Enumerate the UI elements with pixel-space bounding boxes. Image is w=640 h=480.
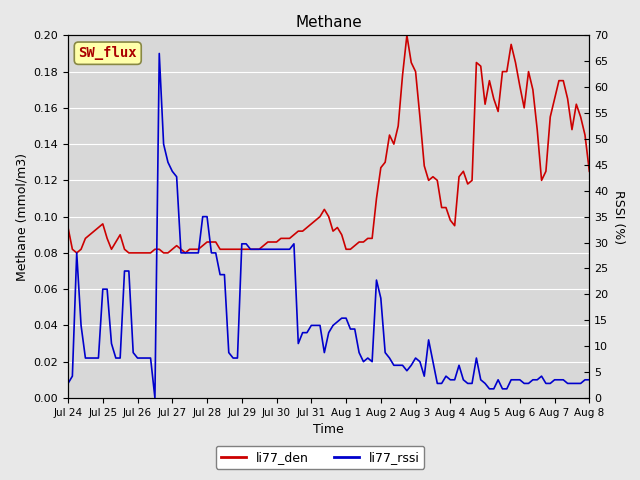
li77_rssi xyxy=(151,395,159,401)
li77_rssi xyxy=(195,250,202,256)
li77_rssi xyxy=(559,377,567,383)
li77_den xyxy=(290,232,298,238)
X-axis label: Time: Time xyxy=(314,423,344,436)
Legend: li77_den, li77_rssi: li77_den, li77_rssi xyxy=(216,446,424,469)
li77_den xyxy=(586,168,593,174)
li77_den xyxy=(403,33,411,38)
Title: Methane: Methane xyxy=(295,15,362,30)
li77_rssi xyxy=(156,50,163,56)
li77_rssi xyxy=(425,337,433,343)
li77_den xyxy=(64,225,72,230)
li77_rssi xyxy=(399,362,406,368)
li77_rssi xyxy=(294,341,302,347)
Y-axis label: RSSI (%): RSSI (%) xyxy=(612,190,625,244)
li77_den xyxy=(559,78,567,84)
li77_rssi xyxy=(116,355,124,361)
li77_den xyxy=(190,246,198,252)
li77_den xyxy=(73,250,81,256)
Line: li77_den: li77_den xyxy=(68,36,589,253)
li77_den xyxy=(121,246,129,252)
li77_rssi xyxy=(64,381,72,386)
Text: SW_flux: SW_flux xyxy=(79,46,137,60)
li77_den xyxy=(394,123,402,129)
li77_den xyxy=(425,178,433,183)
Line: li77_rssi: li77_rssi xyxy=(68,53,589,398)
Y-axis label: Methane (mmol/m3): Methane (mmol/m3) xyxy=(15,153,28,281)
li77_rssi xyxy=(586,377,593,383)
